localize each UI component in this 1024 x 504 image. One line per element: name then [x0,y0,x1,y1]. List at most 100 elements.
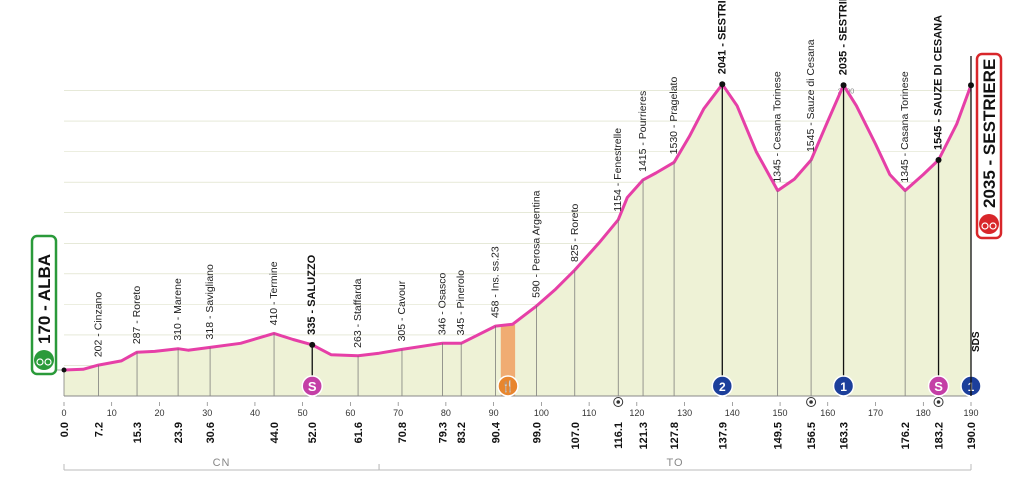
sprint-icon-label: S [308,379,317,394]
km-marker-label: 116.1 [613,422,625,449]
tunnel-icon-core [936,400,941,404]
place-label: 287 - Roreto [131,286,143,345]
start-badge [30,234,58,376]
x-tick-label: 140 [725,408,740,418]
x-tick-label: 10 [107,408,117,418]
profile-fill [64,84,971,397]
kom-icon-label: 2 [719,380,726,394]
km-marker-label: 44.0 [269,422,281,443]
km-marker-label: 70.8 [397,422,409,443]
place-label: 346 - Osasco [437,273,449,336]
endpoint-badges: 170 - ALBA 2035 - SESTRIERE [30,52,1003,396]
x-tick-label: 20 [154,408,164,418]
x-tick-label: 160 [820,408,835,418]
x-tick-label: 170 [868,408,883,418]
summit-dot [840,82,847,89]
km-marker-label: 30.6 [205,422,217,443]
finish-bike-wheel [989,222,997,230]
place-label: 2035 - SESTRIERE [838,0,850,75]
x-tick-label: 40 [250,408,260,418]
place-label: 590 - Perosa Argentina [531,190,543,298]
finish-dot [968,82,974,89]
start-bike-wheel [36,358,44,366]
km-marker-label: 90.4 [491,421,503,443]
sds-label: SDS [971,331,982,352]
place-label: 345 - Pinerolo [455,270,467,336]
start-label: 170 - ALBA [35,254,54,344]
tunnel-icon-core [616,400,621,404]
kom-icon [832,375,855,397]
x-tick-label: 90 [489,408,499,418]
place-label: 335 - SALUZZO [306,254,318,335]
place-label: 318 - Savigliano [204,264,216,339]
x-tick-label: 120 [629,408,644,418]
km-marker-label: 163.3 [839,422,851,450]
start-bike-icon [34,350,54,370]
km-marker-label: 23.9 [173,422,185,443]
km-marker-label: 83.2 [456,422,468,443]
km-marker-label: 190.0 [966,422,978,450]
finish-bike-icon [979,214,999,234]
km-marker-label: 121.3 [638,422,650,450]
x-tick-label: 180 [916,408,931,418]
km-marker-label: 0.0 [59,422,71,437]
x-tick-label: 60 [345,408,355,418]
km-marker-label: 127.8 [669,422,681,450]
sprint-icon [927,375,950,397]
km-marker-label: 107.0 [570,422,582,450]
x-tick-label: 80 [441,408,451,418]
sprint-icon [301,375,323,397]
profile-line [63,82,973,372]
region-label: CN [213,457,231,469]
place-label: 2041 - SESTRIERE [716,0,728,74]
place-label: 458 - Ins. ss.23 [490,246,502,318]
x-tick-label: 30 [202,408,212,418]
km-marker-label: 99.0 [532,422,544,443]
place-label: 410 - Termine [268,261,280,325]
x-tick-label: 0 [61,408,66,418]
x-tick-label: 100 [534,408,549,418]
summit-dot [719,81,726,88]
km-marker-label: 183.2 [934,422,946,450]
km-marker-label: 156.5 [806,422,818,450]
km-axis: 0 10 20 30 40 50 60 70 80 90 100 110 120 130 140 150 160… [59,402,979,471]
x-tick-label: 50 [298,408,308,418]
place-label: 1545 - SAUZE DI CESANA [933,15,945,150]
km-marker-label: 79.3 [438,422,450,443]
summit-dot [935,157,942,164]
profile-area [63,82,973,397]
feed-icon [497,375,519,397]
place-label: 1415 - Pourrieres [637,91,649,172]
region-label: TO [666,457,683,469]
km-marker-label: 176.2 [900,422,912,450]
place-label: 202 - Cinzano [92,292,104,358]
sprint-icon-label: S [934,379,943,394]
place-label: 263 - Staffarda [352,278,364,347]
place-labels: 202 - Cinzano 287 - Roreto 310 - Marene 318… [92,0,944,357]
finish-badge [975,52,1003,240]
km-marker-label: 52.0 [307,422,319,443]
place-label: 305 - Cavour [396,280,408,341]
km-marker-label: 149.5 [773,422,785,450]
x-tick-label: 190 [963,408,978,418]
tunnel-icon-core [809,400,813,404]
place-label: 310 - Marene [172,278,184,341]
x-tick-label: 70 [393,408,403,418]
place-label: 1530 - Pragelato [668,77,680,155]
start-bike-wheel [44,358,52,366]
start-dot [61,367,67,373]
place-label: 1345 - Casana Torinese [899,71,911,182]
place-label: 1545 - Sauze di Cesana [805,39,817,152]
place-label: 1345 - Cesana Torinese [772,71,784,182]
km-marker-label: 7.2 [93,422,105,437]
finish-bike-wheel [981,222,989,230]
x-tick-label: 150 [773,408,788,418]
summit-dot [309,341,316,348]
kom-icon [711,375,734,397]
x-tick-label: 110 [582,408,596,418]
kom-icon-label: 1 [840,380,847,394]
place-drop-lines [63,84,972,397]
x-tick-label: 130 [677,408,692,418]
finish-label: 2035 - SESTRIERE [980,59,999,208]
